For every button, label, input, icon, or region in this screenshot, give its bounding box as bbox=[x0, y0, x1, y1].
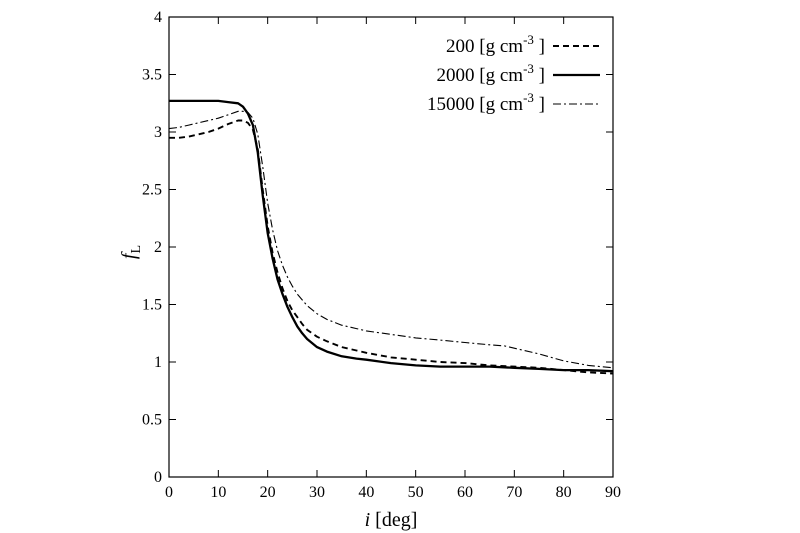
legend-name-sup: -3 bbox=[523, 32, 534, 47]
y-tick-label: 2.5 bbox=[142, 182, 162, 199]
y-tick-label: 0.5 bbox=[142, 412, 162, 429]
x-axis-label-rest: [deg] bbox=[370, 509, 417, 531]
x-axis-label: i [deg] bbox=[365, 509, 418, 531]
series-group bbox=[168, 99, 614, 375]
legend-name-sup: -3 bbox=[523, 90, 534, 105]
legend-name-end: ] bbox=[534, 36, 545, 57]
legend-entry-label: 200 [g cm-3 ] bbox=[446, 32, 545, 57]
series-line-2 bbox=[168, 110, 614, 369]
x-tick-label: 80 bbox=[556, 484, 572, 501]
x-tick-label: 20 bbox=[260, 484, 276, 501]
y-axis-label-sub: L bbox=[129, 245, 144, 254]
series-line-1 bbox=[169, 99, 614, 373]
y-tick-label: 1 bbox=[154, 354, 162, 371]
y-tick-label: 2 bbox=[154, 239, 162, 256]
y-tick-label: 0 bbox=[154, 469, 162, 486]
y-axis-label: fL bbox=[118, 245, 144, 259]
plot-frame bbox=[168, 16, 614, 478]
x-tick-label: 60 bbox=[457, 484, 473, 501]
x-tick-label: 90 bbox=[605, 484, 621, 501]
axis-ticks: 0 10 20 30 40 50 60 70 80 90 0 0.5 1 1.5 2 2.5 3 3.5 4 bbox=[142, 9, 621, 501]
legend-name-end: ] bbox=[534, 65, 545, 86]
y-tick-label: 4 bbox=[154, 9, 162, 26]
legend-entry-label: 15000 [g cm-3 ] bbox=[427, 90, 545, 115]
legend-name-end: ] bbox=[534, 94, 545, 115]
legend-entry-label: 2000 [g cm-3 ] bbox=[437, 61, 545, 86]
x-tick-label: 40 bbox=[358, 484, 374, 501]
x-tick-label: 50 bbox=[408, 484, 424, 501]
legend-name: 200 [g cm bbox=[446, 36, 523, 57]
x-tick-label: 0 bbox=[165, 484, 173, 501]
legend: 200 [g cm-3 ]2000 [g cm-3 ]15000 [g cm-3… bbox=[427, 32, 600, 115]
series-line-0 bbox=[169, 119, 614, 375]
y-tick-label: 3.5 bbox=[142, 67, 162, 84]
x-tick-label: 10 bbox=[210, 484, 226, 501]
x-tick-label: 70 bbox=[506, 484, 522, 501]
legend-name: 2000 [g cm bbox=[437, 65, 524, 86]
y-tick-label: 3 bbox=[154, 124, 162, 141]
x-tick-label: 30 bbox=[309, 484, 325, 501]
y-axis-label-main: f bbox=[118, 251, 140, 259]
x-axis-label-italic: i bbox=[365, 509, 371, 531]
legend-name-sup: -3 bbox=[523, 61, 534, 76]
y-tick-label: 1.5 bbox=[142, 297, 162, 314]
legend-name: 15000 [g cm bbox=[427, 94, 523, 115]
